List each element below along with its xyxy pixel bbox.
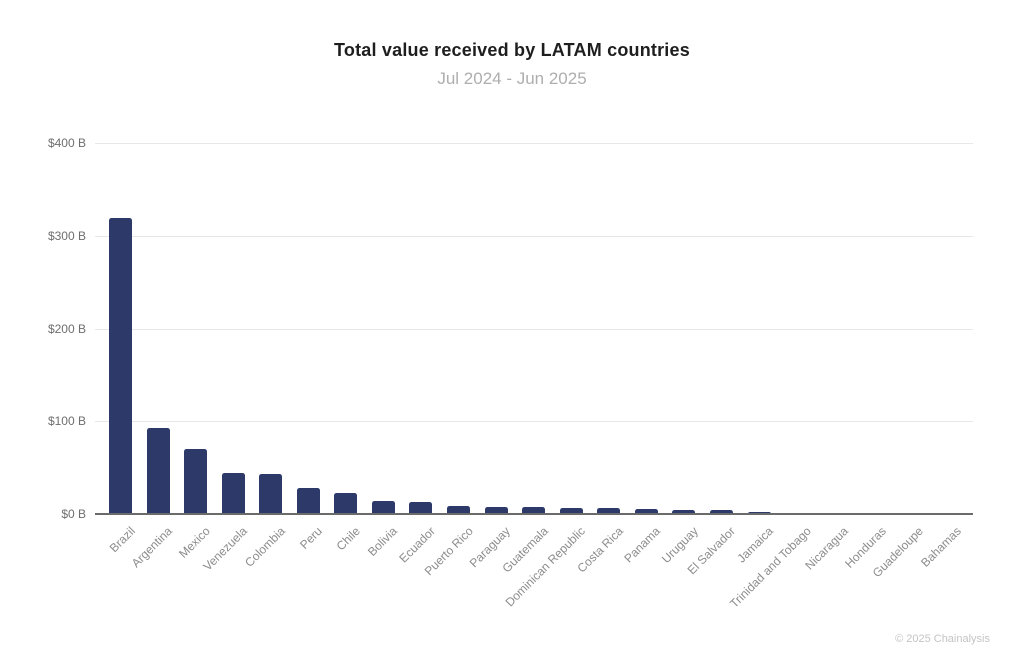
y-tick-label: $0 B <box>61 507 86 521</box>
y-tick-label: $100 B <box>47 414 86 429</box>
x-tick-label: Chile <box>333 524 363 554</box>
bar <box>221 472 245 514</box>
bar <box>371 500 395 514</box>
bar <box>184 449 208 514</box>
bar <box>634 509 658 514</box>
bar <box>146 427 170 514</box>
gridline <box>95 235 973 237</box>
bar <box>409 501 433 514</box>
y-tick-label: $200 B <box>47 321 86 336</box>
y-tick-label: $400 B <box>47 136 86 150</box>
x-tick-label: Bahamas <box>917 524 964 570</box>
bar <box>597 508 621 514</box>
x-tick-label: Bolivia <box>365 524 401 559</box>
gridline <box>95 328 973 330</box>
x-axis-labels: Brazil Argentina Mexico Venezuela Colombia Pe… <box>95 524 973 644</box>
bar <box>709 510 733 514</box>
x-tick-label: Brazil <box>106 524 138 556</box>
plot-area <box>95 143 973 515</box>
bar <box>109 218 132 514</box>
bar <box>259 474 283 514</box>
chart-subtitle: Jul 2024 - Jun 2025 <box>437 69 587 88</box>
bar <box>672 510 696 514</box>
bar <box>522 507 546 514</box>
bar <box>296 488 320 514</box>
y-axis-labels: $0 B $100 B $200 B $300 B $400 B <box>0 136 86 521</box>
x-tick-label: Colombia <box>241 524 288 570</box>
bar <box>447 506 471 514</box>
copyright-text: © 2025 Chainalysis <box>895 633 990 645</box>
chart-title: Total value received by LATAM countries <box>334 40 690 60</box>
gridline <box>95 421 973 423</box>
x-tick-label: Peru <box>297 524 326 552</box>
x-axis-line <box>95 513 973 515</box>
gridline <box>95 143 973 144</box>
y-tick-label: $300 B <box>47 228 86 243</box>
x-tick-label: Panama <box>621 524 664 566</box>
bar <box>559 507 583 514</box>
bar <box>334 493 358 514</box>
bar <box>484 506 508 514</box>
